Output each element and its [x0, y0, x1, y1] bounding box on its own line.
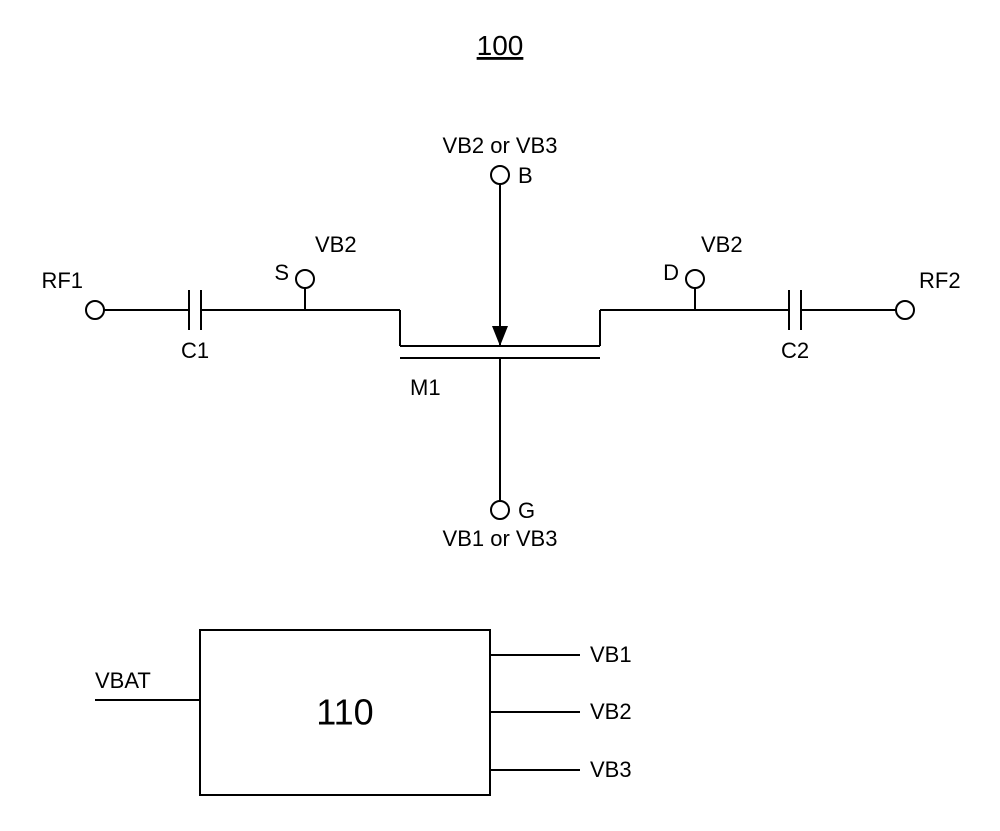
source-pin-label: S — [274, 260, 289, 285]
body-bias-label: VB2 or VB3 — [443, 133, 558, 158]
gate-pin-label: G — [518, 498, 535, 523]
rf2-label: RF2 — [919, 268, 961, 293]
bias-out-vb1-label: VB1 — [590, 642, 632, 667]
bias-out-vb3-label: VB3 — [590, 757, 632, 782]
drain-pin-label: D — [663, 260, 679, 285]
rf1-terminal — [86, 301, 104, 319]
body-terminal — [491, 166, 509, 184]
c2-label: C2 — [781, 338, 809, 363]
rf2-terminal — [896, 301, 914, 319]
source-bias-label: VB2 — [315, 232, 357, 257]
c1-label: C1 — [181, 338, 209, 363]
bias-block-label: 110 — [316, 692, 373, 733]
body-pin-label: B — [518, 163, 533, 188]
drain-bias-label: VB2 — [701, 232, 743, 257]
figure-title: 100 — [477, 30, 524, 61]
drain-terminal — [686, 270, 704, 288]
vbat-label: VBAT — [95, 668, 151, 693]
gate-terminal — [491, 501, 509, 519]
source-terminal — [296, 270, 314, 288]
circuit-schematic: 100 RF1 C1 S VB2 G VB1 or VB3 B VB2 or VB3 M1 D VB2… — [0, 0, 1000, 831]
gate-bias-label: VB1 or VB3 — [443, 526, 558, 551]
mosfet-label: M1 — [410, 375, 441, 400]
bias-out-vb2-label: VB2 — [590, 699, 632, 724]
rf1-label: RF1 — [41, 268, 83, 293]
